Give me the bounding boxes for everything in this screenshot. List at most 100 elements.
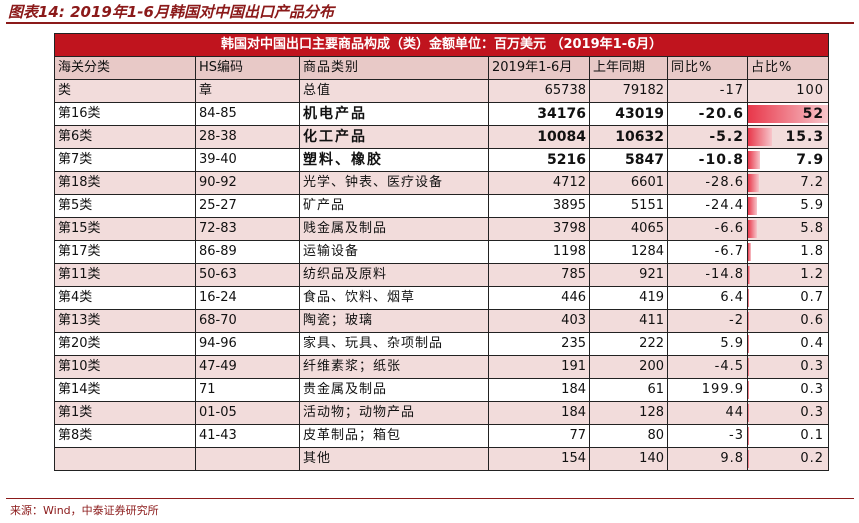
yoy-cell: -14.8 xyxy=(667,263,748,287)
current-value-cell: 34176 xyxy=(488,102,590,126)
hs-code-cell: 39-40 xyxy=(195,148,300,172)
current-value-cell: 1198 xyxy=(488,240,590,264)
prior-value-cell: 128 xyxy=(589,401,668,425)
current-value-cell: 184 xyxy=(488,401,590,425)
share-cell: 1.8 xyxy=(746,240,830,264)
subheader-cell: 类 xyxy=(54,79,196,103)
current-value-cell: 3798 xyxy=(488,217,590,241)
table-row: 第14类 71 贵金属及制品 184 61 199.9 0.3 xyxy=(54,378,830,402)
yoy-cell: -20.6 xyxy=(667,102,748,126)
share-bar xyxy=(748,197,758,215)
yoy-cell: 6.4 xyxy=(667,286,748,310)
prior-value-cell: 222 xyxy=(589,332,668,356)
class-cell: 第20类 xyxy=(54,332,196,356)
category-cell: 光学、钟表、医疗设备 xyxy=(299,171,489,195)
subheader-cell: -17 xyxy=(667,79,748,103)
category-cell: 贵金属及制品 xyxy=(299,378,489,402)
share-cell: 5.8 xyxy=(746,217,830,241)
share-value: 5.8 xyxy=(800,221,825,236)
share-cell: 0.3 xyxy=(746,401,830,425)
current-value-cell: 785 xyxy=(488,263,590,287)
table-row: 第4类 16-24 食品、饮料、烟草 446 419 6.4 0.7 xyxy=(54,286,830,310)
export-table: 韩国对中国出口主要商品构成（类）金额单位：百万美元 （2019年1-6月） 海关… xyxy=(53,33,830,471)
class-cell: 第5类 xyxy=(54,194,196,218)
current-value-cell: 10084 xyxy=(488,125,590,149)
header-cell: 占比% xyxy=(746,56,830,80)
class-cell: 第4类 xyxy=(54,286,196,310)
hs-code-cell: 16-24 xyxy=(195,286,300,310)
share-cell: 1.2 xyxy=(746,263,830,287)
class-cell xyxy=(54,447,196,471)
table-row: 第6类 28-38 化工产品 10084 10632 -5.2 15.3 xyxy=(54,125,830,149)
yoy-cell: -5.2 xyxy=(667,125,748,149)
category-cell: 其他 xyxy=(299,447,489,471)
header-row: 海关分类 HS编码 商品类别 2019年1-6月 上年同期 同比% 占比% xyxy=(54,56,830,80)
prior-value-cell: 43019 xyxy=(589,102,668,126)
class-cell: 第11类 xyxy=(54,263,196,287)
share-value: 1.2 xyxy=(800,267,825,282)
category-cell: 塑料、橡胶 xyxy=(299,148,489,172)
share-cell: 7.2 xyxy=(746,171,830,195)
category-cell: 家具、玩具、杂项制品 xyxy=(299,332,489,356)
share-bar xyxy=(748,220,757,238)
prior-value-cell: 61 xyxy=(589,378,668,402)
category-cell: 纺织品及原料 xyxy=(299,263,489,287)
class-cell: 第1类 xyxy=(54,401,196,425)
category-cell: 运输设备 xyxy=(299,240,489,264)
header-cell: 海关分类 xyxy=(54,56,196,80)
subheader-cell: 65738 xyxy=(488,79,590,103)
share-bar xyxy=(748,128,772,146)
class-cell: 第16类 xyxy=(54,102,196,126)
table-row: 第10类 47-49 纤维素浆；纸张 191 200 -4.5 0.3 xyxy=(54,355,830,379)
table-row: 第15类 72-83 贱金属及制品 3798 4065 -6.6 5.8 xyxy=(54,217,830,241)
class-cell: 第18类 xyxy=(54,171,196,195)
yoy-cell: -3 xyxy=(667,424,748,448)
yoy-cell: -6.6 xyxy=(667,217,748,241)
hs-code-cell: 25-27 xyxy=(195,194,300,218)
prior-value-cell: 411 xyxy=(589,309,668,333)
hs-code-cell: 84-85 xyxy=(195,102,300,126)
table-row: 第16类 84-85 机电产品 34176 43019 -20.6 52 xyxy=(54,102,830,126)
share-bar xyxy=(748,312,749,330)
share-bar xyxy=(748,105,828,123)
category-cell: 食品、饮料、烟草 xyxy=(299,286,489,310)
share-bar xyxy=(748,243,751,261)
current-value-cell: 154 xyxy=(488,447,590,471)
prior-value-cell: 5847 xyxy=(589,148,668,172)
prior-value-cell: 6601 xyxy=(589,171,668,195)
source-rule xyxy=(6,498,854,499)
share-cell: 0.2 xyxy=(746,447,830,471)
share-bar xyxy=(748,266,750,284)
share-cell: 7.9 xyxy=(746,148,830,172)
source-note: 来源：Wind，中泰证券研究所 xyxy=(10,504,159,517)
figure-title: 图表14: 2019年1-6月韩国对中国出口产品分布 xyxy=(8,3,334,21)
share-value: 0.3 xyxy=(800,405,825,420)
table-row: 第8类 41-43 皮革制品；箱包 77 80 -3 0.1 xyxy=(54,424,830,448)
header-cell: 上年同期 xyxy=(589,56,668,80)
share-value: 5.9 xyxy=(800,198,825,213)
table-row: 第20类 94-96 家具、玩具、杂项制品 235 222 5.9 0.4 xyxy=(54,332,830,356)
category-cell: 陶瓷；玻璃 xyxy=(299,309,489,333)
prior-value-cell: 4065 xyxy=(589,217,668,241)
subheader-cell: 100 xyxy=(746,79,830,103)
share-cell: 52 xyxy=(746,102,830,126)
share-value: 1.8 xyxy=(800,244,825,259)
prior-value-cell: 419 xyxy=(589,286,668,310)
class-cell: 第15类 xyxy=(54,217,196,241)
prior-value-cell: 1284 xyxy=(589,240,668,264)
share-value: 0.2 xyxy=(800,451,825,466)
yoy-cell: -4.5 xyxy=(667,355,748,379)
table-banner: 韩国对中国出口主要商品构成（类）金额单位：百万美元 （2019年1-6月） xyxy=(53,33,830,57)
hs-code-cell: 71 xyxy=(195,378,300,402)
hs-code-cell: 01-05 xyxy=(195,401,300,425)
current-value-cell: 184 xyxy=(488,378,590,402)
share-value: 15.3 xyxy=(785,129,825,145)
current-value-cell: 77 xyxy=(488,424,590,448)
subheader-cell: 总值 xyxy=(299,79,489,103)
current-value-cell: 5216 xyxy=(488,148,590,172)
title-rule xyxy=(6,22,854,24)
yoy-cell: -10.8 xyxy=(667,148,748,172)
class-cell: 第13类 xyxy=(54,309,196,333)
category-cell: 活动物；动物产品 xyxy=(299,401,489,425)
yoy-cell: 9.8 xyxy=(667,447,748,471)
